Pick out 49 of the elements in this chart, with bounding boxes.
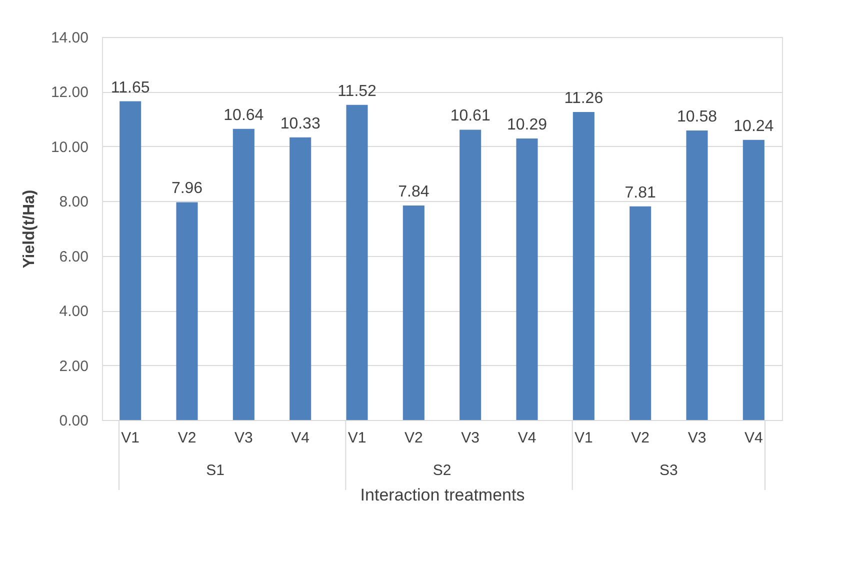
bar — [516, 138, 538, 420]
y-tick-label: 14.00 — [50, 30, 88, 46]
data-label: 7.81 — [624, 184, 656, 202]
data-label: 11.65 — [110, 79, 150, 96]
bar — [176, 202, 198, 420]
data-label: 11.26 — [564, 90, 604, 107]
data-label: 7.96 — [171, 180, 203, 198]
bar — [572, 112, 594, 420]
data-label: 10.24 — [734, 118, 774, 135]
y-axis-title: Yield(t/Ha) — [20, 190, 38, 268]
bar — [686, 130, 708, 420]
y-tick-label: 4.00 — [59, 303, 88, 320]
bar — [120, 101, 142, 420]
x-tick-label: V4 — [291, 430, 310, 446]
text: S1 — [206, 462, 225, 479]
x-tick-label: V3 — [688, 430, 706, 446]
text: S2 — [432, 462, 452, 479]
x-tick-label: V4 — [518, 430, 536, 446]
data-label: 10.29 — [506, 116, 548, 134]
bar — [232, 128, 254, 420]
data-label: 10.33 — [280, 115, 320, 132]
y-tick-label: 12.00 — [50, 84, 88, 102]
data-label: 10.61 — [450, 108, 490, 125]
y-tick-label: 2.00 — [59, 358, 88, 375]
bar — [630, 206, 652, 420]
x-axis-title: Interaction treatments — [360, 486, 525, 504]
bar — [346, 104, 368, 420]
data-label: 7.84 — [398, 184, 430, 201]
text: S3 — [659, 462, 678, 479]
bar — [402, 206, 424, 420]
x-tick-label: V4 — [744, 430, 763, 446]
y-tick-label: 10.00 — [50, 138, 88, 156]
y-tick-label: 6.00 — [59, 248, 88, 266]
data-label: 11.52 — [338, 82, 377, 100]
bar — [290, 137, 312, 420]
x-tick-label: V1 — [574, 430, 593, 446]
x-tick-label: V2 — [404, 430, 423, 446]
x-tick-label: V2 — [178, 430, 196, 446]
x-tick-label: V1 — [348, 430, 366, 446]
x-tick-label: V3 — [234, 430, 253, 446]
y-tick-label: 8.00 — [59, 194, 88, 211]
bar — [460, 130, 482, 420]
data-label: 10.64 — [224, 106, 264, 124]
x-tick-label: V2 — [631, 430, 650, 446]
x-tick-label: V1 — [121, 430, 140, 446]
y-tick-label: 0.00 — [59, 412, 88, 430]
bar — [742, 140, 764, 420]
data-label: 10.58 — [676, 108, 718, 126]
x-tick-label: V3 — [461, 430, 480, 446]
